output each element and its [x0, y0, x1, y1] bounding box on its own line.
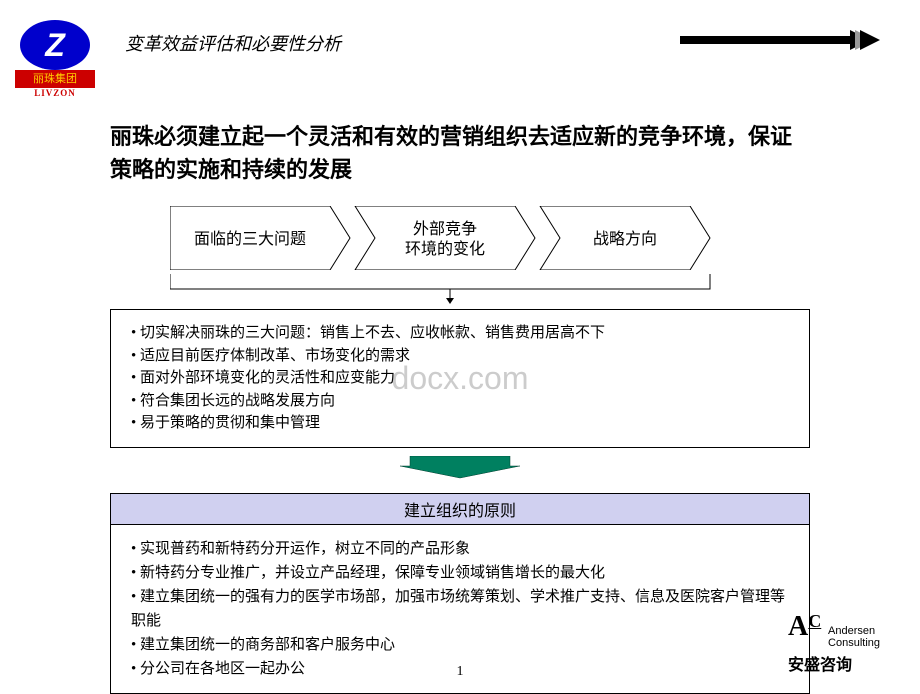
andersen-cn: 安盛咨询 [788, 651, 880, 675]
logo-letter: Z [45, 27, 65, 64]
main-content: 丽珠必须建立起一个灵活和有效的营销组织去适应新的竞争环境，保证策略的实施和持续的… [0, 120, 920, 694]
logo-circle-icon: Z [20, 20, 90, 70]
list-item: 适应目前医疗体制改革、市场变化的需求 [131, 345, 789, 368]
header-arrow-icon [680, 30, 880, 55]
footer: 1 [0, 662, 920, 680]
down-arrow-icon [110, 456, 810, 485]
chevron-2-text-1: 外部竞争 [413, 220, 477, 238]
andersen-logo-icon: AC [788, 611, 880, 643]
list-item: 易于策略的贯彻和集中管理 [131, 412, 789, 435]
principles-list: 实现普药和新特药分开运作，树立不同的产品形象 新特药分专业推广，并设立产品经理，… [131, 537, 789, 681]
summary-box: docx.com 切实解决丽珠的三大问题：销售上不去、应收帐款、销售费用居高不下… [110, 309, 810, 448]
page-title: 丽珠必须建立起一个灵活和有效的营销组织去适应新的竞争环境，保证策略的实施和持续的… [110, 120, 810, 186]
summary-list: 切实解决丽珠的三大问题：销售上不去、应收帐款、销售费用居高不下 适应目前医疗体制… [131, 322, 789, 435]
page-number: 1 [457, 664, 464, 679]
bracket-connector-icon [170, 274, 730, 304]
list-item: 切实解决丽珠的三大问题：销售上不去、应收帐款、销售费用居高不下 [131, 322, 789, 345]
chevron-2-text-2: 环境的变化 [405, 239, 485, 258]
list-item: 建立集团统一的商务部和客户服务中心 [131, 633, 789, 657]
footer-logo: AC Andersen Consulting 安盛咨询 [788, 611, 880, 675]
principles-header: 建立组织的原则 [110, 493, 810, 525]
company-logo: Z 丽珠集团 LIVZON [15, 20, 95, 105]
logo-company-cn: 丽珠集团 [15, 70, 95, 88]
list-item: 符合集团长远的战略发展方向 [131, 390, 789, 413]
chevron-3-text: 战略方向 [593, 230, 657, 248]
header: Z 丽珠集团 LIVZON 变革效益评估和必要性分析 [0, 0, 920, 105]
list-item: 面对外部环境变化的灵活性和应变能力 [131, 367, 789, 390]
list-item: 实现普药和新特药分开运作，树立不同的产品形象 [131, 537, 789, 561]
chevron-flow: 面临的三大问题 外部竞争 环境的变化 战略方向 [110, 206, 810, 275]
chevron-1-text: 面临的三大问题 [194, 230, 306, 248]
list-item: 新特药分专业推广，并设立产品经理，保障专业领域销售增长的最大化 [131, 561, 789, 585]
list-item: 建立集团统一的强有力的医学市场部，加强市场统筹策划、学术推广支持、信息及医院客户… [131, 585, 789, 633]
logo-company-en: LIVZON [34, 88, 76, 98]
